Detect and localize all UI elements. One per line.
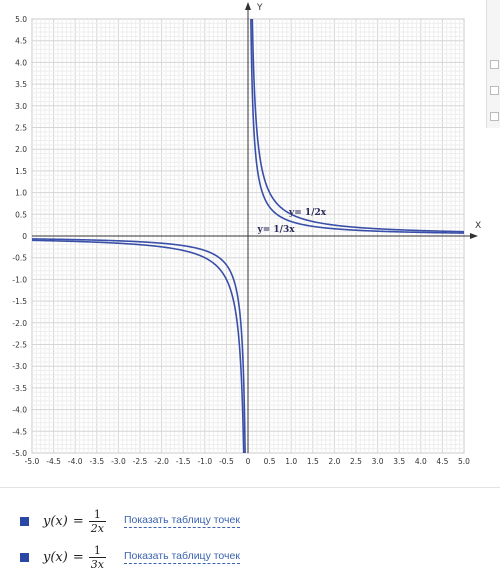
- y-tick-label: -1.5: [12, 297, 27, 306]
- x-tick-label: 3.0: [372, 457, 384, 466]
- x-axis-arrow: [470, 233, 478, 239]
- legend-item-1: y(x) = 1 2x Показать таблицу точек: [20, 504, 240, 538]
- formula-lhs: y(x): [43, 549, 68, 565]
- x-tick-label: 1.0: [285, 457, 297, 466]
- formula-2: y(x) = 1 3x: [43, 544, 106, 571]
- x-tick-label: -4.5: [46, 457, 61, 466]
- function-plot: XY -5.0 -4.5 -4.0 -3.5 -3.0 -2.5 -2.0 -1.5 -1.0-…: [12, 2, 481, 466]
- x-tick-label: 2.0: [328, 457, 340, 466]
- series-1-annotation: y= 1/2x: [288, 208, 327, 218]
- formula-lhs: y(x): [43, 513, 68, 529]
- x-tick-label: -3.5: [89, 457, 104, 466]
- legend-item-2: y(x) = 1 3x Показать таблицу точек: [20, 540, 240, 574]
- toolbar-button[interactable]: [490, 60, 499, 69]
- series-2-annotation: y= 1/3x: [257, 225, 296, 235]
- x-tick-label: 5.0: [458, 457, 470, 466]
- y-tick-label: -4.0: [12, 406, 27, 415]
- y-tick-label: 2.5: [15, 124, 27, 133]
- show-points-table-link[interactable]: Показать таблицу точек: [123, 514, 240, 528]
- x-tick-label: 2.5: [350, 457, 362, 466]
- series-2-branch-2: [31, 238, 246, 454]
- fraction-denominator: 2x: [88, 520, 106, 535]
- y-tick-label: -4.5: [12, 427, 27, 436]
- equals-sign: =: [72, 549, 84, 565]
- y-tick-label: -3.5: [12, 384, 27, 393]
- annotations: y= 1/2x y= 1/3x: [257, 208, 327, 235]
- curves: [31, 18, 465, 454]
- x-tick-label: -5.0: [25, 457, 40, 466]
- x-tick-label: -2.5: [133, 457, 148, 466]
- fraction-denominator: 3x: [88, 556, 106, 571]
- y-axis-arrow: [245, 2, 251, 10]
- y-tick-label: -1.0: [12, 275, 27, 284]
- x-tick-label: 4.0: [415, 457, 427, 466]
- y-tick-label: 5.0: [15, 15, 27, 24]
- axes: XY: [32, 2, 481, 453]
- separator: [0, 487, 500, 488]
- y-tick-label: 3.5: [15, 80, 27, 89]
- x-tick-label: -4.0: [68, 457, 83, 466]
- y-tick-label: -0.5: [12, 254, 27, 263]
- x-tick-label: -2.0: [154, 457, 169, 466]
- fraction-numerator: 1: [93, 507, 101, 521]
- y-tick-label: -3.0: [12, 362, 27, 371]
- x-tick-label: 1.5: [307, 457, 319, 466]
- side-toolbar: [486, 0, 500, 128]
- fraction: 1 2x: [88, 507, 106, 535]
- x-tick-label: -3.0: [111, 457, 126, 466]
- x-tick-label: 0.5: [264, 457, 276, 466]
- y-tick-label: -2.5: [12, 341, 27, 350]
- x-tick-label: -1.5: [176, 457, 191, 466]
- series-swatch: [20, 516, 29, 526]
- y-tick-label: -5.0: [12, 449, 27, 458]
- y-tick-label: 0: [22, 232, 27, 241]
- y-tick-label: 1.5: [15, 167, 27, 176]
- series-swatch: [20, 552, 29, 562]
- y-tick-label: 4.0: [15, 58, 27, 67]
- toolbar-button[interactable]: [490, 112, 499, 121]
- x-tick-label: 3.5: [393, 457, 405, 466]
- y-tick-label: 3.0: [15, 102, 27, 111]
- show-points-table-link[interactable]: Показать таблицу точек: [123, 550, 240, 564]
- series-2-branch-1: [250, 18, 465, 234]
- y-tick-label: 4.5: [15, 37, 27, 46]
- series-1-branch-2: [31, 239, 245, 454]
- y-tick-label: 0.5: [15, 210, 27, 219]
- x-tick-label: 4.5: [436, 457, 448, 466]
- x-tick-label: -1.0: [197, 457, 212, 466]
- tick-labels: -5.0 -4.5 -4.0 -3.5 -3.0 -2.5 -2.0 -1.5 -1.0 -0.5…: [12, 15, 470, 466]
- x-tick-label: 0: [246, 457, 251, 466]
- formula-1: y(x) = 1 2x: [43, 508, 106, 535]
- series-1-branch-1: [251, 18, 465, 233]
- equals-sign: =: [72, 513, 84, 529]
- x-tick-label: -0.5: [219, 457, 234, 466]
- y-tick-label: 1.0: [15, 189, 27, 198]
- y-tick-label: -2.0: [12, 319, 27, 328]
- toolbar-button[interactable]: [490, 86, 499, 95]
- y-tick-label: 2.0: [15, 145, 27, 154]
- y-axis-label: Y: [256, 3, 263, 13]
- x-axis-label: X: [475, 221, 481, 231]
- fraction: 1 3x: [88, 543, 106, 571]
- fraction-numerator: 1: [93, 543, 101, 557]
